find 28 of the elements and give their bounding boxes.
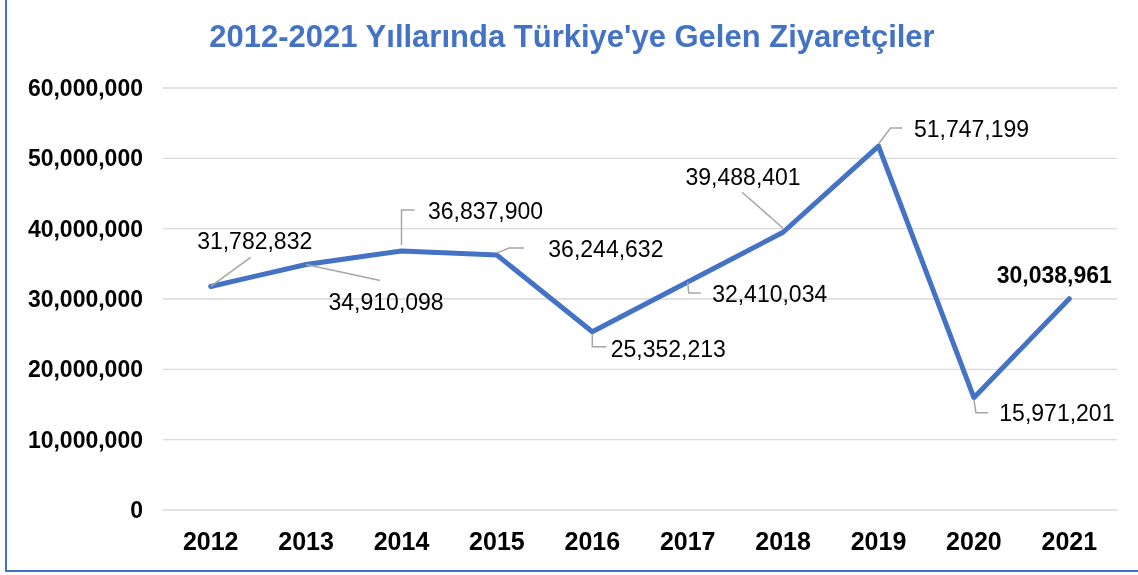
y-tick-label: 0 <box>130 496 143 523</box>
y-tick-label: 60,000,000 <box>27 74 143 101</box>
x-tick-label: 2016 <box>564 526 621 555</box>
y-tick-label: 20,000,000 <box>27 356 143 383</box>
x-tick-label: 2017 <box>659 526 716 555</box>
data-label: 32,410,034 <box>712 281 828 308</box>
data-label: 39,488,401 <box>685 164 801 191</box>
data-label: 31,782,832 <box>197 228 313 255</box>
y-tick-label: 10,000,000 <box>27 426 143 453</box>
data-label: 15,971,201 <box>999 399 1115 426</box>
data-label: 36,244,632 <box>548 236 664 263</box>
data-label: 34,910,098 <box>328 289 444 316</box>
data-label: 51,747,199 <box>913 116 1030 143</box>
x-tick-label: 2012 <box>182 526 239 555</box>
x-tick-label: 2020 <box>946 526 1002 555</box>
x-tick-label: 2021 <box>1041 526 1098 555</box>
data-label: 36,837,900 <box>427 197 544 224</box>
x-tick-label: 2015 <box>469 526 525 555</box>
y-tick-label: 50,000,000 <box>27 145 143 172</box>
x-tick-label: 2019 <box>850 526 907 555</box>
data-label: 25,352,213 <box>610 335 726 362</box>
x-tick-label: 2018 <box>755 526 811 555</box>
chart-title: 2012-2021 Yıllarında Türkiye'ye Gelen Ziyaretçiler <box>209 19 935 54</box>
y-tick-label: 30,000,000 <box>27 285 143 312</box>
x-tick-label: 2014 <box>373 526 430 555</box>
y-tick-label: 40,000,000 <box>27 215 143 242</box>
data-label: 30,038,961 <box>996 261 1113 288</box>
x-tick-label: 2013 <box>278 526 334 555</box>
